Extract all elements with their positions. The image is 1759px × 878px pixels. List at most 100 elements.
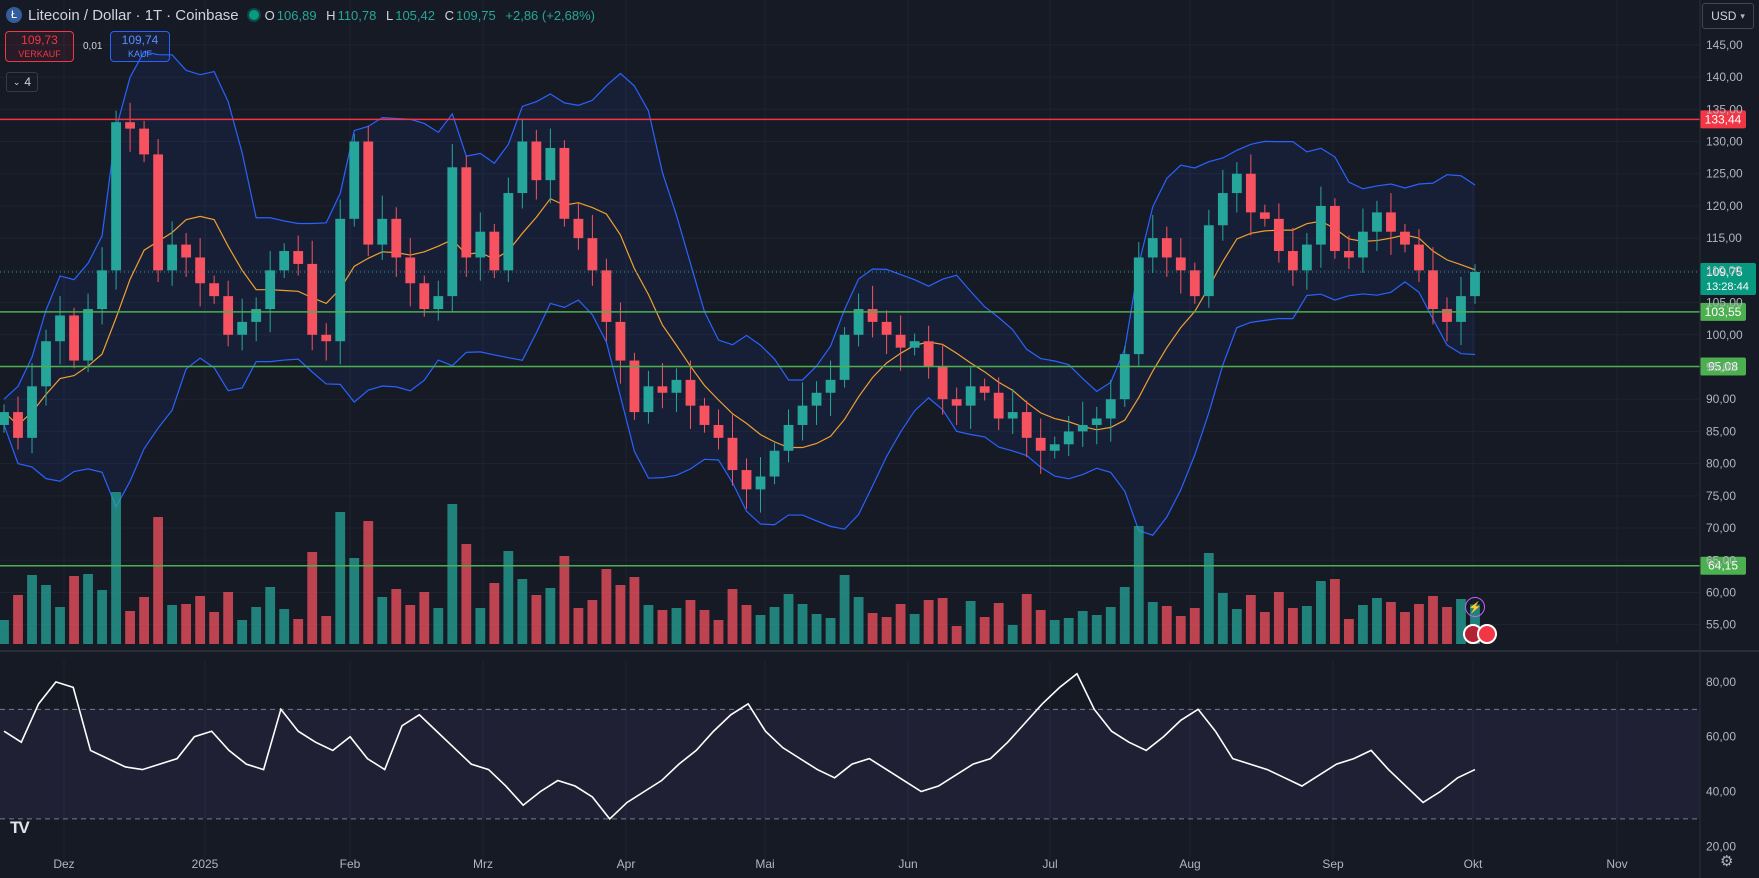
volume-bar (895, 604, 906, 644)
candle-body (1203, 225, 1214, 297)
volume-bar (1414, 604, 1424, 644)
horizontal-levels[interactable]: 133,44 103,55 95,08 64,15 109,75 13:28:44 (0, 110, 1756, 575)
candle-body (713, 424, 724, 438)
time-tick-label: Apr (617, 857, 636, 871)
volume-bar (307, 552, 318, 644)
candle-body (755, 476, 766, 490)
sell-price: 109,73 (21, 33, 58, 47)
currency-label: USD (1711, 9, 1737, 23)
volume-bar (1231, 609, 1242, 644)
price-tick-label: 90,00 (1706, 392, 1736, 406)
candle-body (41, 341, 51, 387)
time-tick-label: Nov (1606, 857, 1627, 871)
indicators-toggle[interactable]: ⌄ 4 (6, 72, 38, 92)
volume-bar (27, 575, 37, 644)
indicators-count: 4 (24, 75, 32, 89)
level-label: 95,08 (1708, 359, 1738, 373)
candle-body (475, 231, 486, 258)
candle-body (1049, 444, 1060, 451)
volume-bar (419, 592, 430, 644)
bollinger-upper (3, 51, 1476, 400)
candle-body (1077, 424, 1088, 432)
volume-bar (671, 608, 682, 644)
volume-bar (489, 583, 500, 644)
symbol-header[interactable]: Ł Litecoin / Dollar · 1T · Coinbase O 106… (6, 4, 601, 26)
volume-bar (545, 588, 556, 644)
volume-bar (363, 521, 374, 644)
candle-body (237, 321, 248, 335)
candle-body (1442, 309, 1452, 322)
candle-body (293, 251, 304, 264)
candle-body (195, 257, 206, 284)
price-tick-label: 55,00 (1706, 618, 1736, 632)
price-tick-label: 100,00 (1706, 328, 1743, 342)
volume-bar (111, 492, 121, 644)
gear-icon[interactable]: ⚙ (1720, 853, 1734, 870)
symbol-title[interactable]: Litecoin / Dollar · 1T · Coinbase (28, 6, 239, 24)
market-open-status-icon (248, 10, 259, 20)
volume-bar (1091, 615, 1102, 644)
volume-bar (979, 617, 990, 644)
tradingview-logo-icon[interactable]: TV (10, 818, 30, 837)
volume-bar (825, 618, 836, 644)
level-label: 133,44 (1705, 112, 1742, 126)
volume-bar (797, 604, 808, 644)
candle-body (1386, 212, 1396, 232)
candle-body (1358, 231, 1368, 258)
volume-bar (615, 585, 626, 644)
buy-button[interactable]: 109,74 KAUF (110, 31, 170, 62)
candle-body (825, 379, 836, 393)
rsi-line (3, 672, 1476, 821)
candle-body (13, 412, 23, 438)
volume-bar (1428, 596, 1438, 644)
candle-body (951, 399, 962, 406)
candle-body (615, 321, 626, 361)
level-label-box (1700, 556, 1746, 575)
volume-bar (1007, 625, 1018, 644)
candle-body (671, 379, 682, 393)
sell-button[interactable]: 109,73 VERKAUF (5, 31, 74, 62)
close-label: C (444, 7, 454, 23)
volume-bar (503, 551, 514, 644)
volume-bar (755, 615, 766, 644)
volume-bar (461, 544, 472, 644)
time-tick-label: Jun (898, 857, 917, 871)
current-price-box (1700, 262, 1756, 295)
volume-bar (475, 608, 486, 644)
volume-bar (517, 579, 528, 644)
candle-body (419, 283, 430, 310)
candle-body (279, 251, 290, 271)
chevron-down-icon: ⌄ (12, 76, 21, 87)
candle-body (307, 263, 318, 335)
event-marker-icon[interactable] (1477, 624, 1497, 644)
price-tick-label: 140,00 (1706, 70, 1743, 84)
price-tick-label: 95,00 (1706, 360, 1736, 374)
price-tick-label: 75,00 (1706, 489, 1736, 503)
lightning-icon[interactable]: ⚡ (1465, 597, 1485, 617)
rsi-tick-label: 40,00 (1706, 785, 1736, 799)
volume-bar (783, 594, 794, 644)
candle-body (1091, 418, 1102, 425)
volume-bar (811, 614, 822, 644)
countdown-label: 13:28:44 (1706, 281, 1749, 293)
candle-body (1063, 431, 1074, 445)
volume-bar (125, 611, 135, 644)
volume-bar (167, 605, 178, 644)
candle-body (405, 257, 416, 284)
price-tick-label: 80,00 (1706, 457, 1736, 471)
price-tick-label: 60,00 (1706, 585, 1736, 599)
low-value: 105,42 (395, 7, 435, 23)
candle-body (1400, 231, 1410, 245)
candle-body (1330, 205, 1340, 252)
volume-bar (1372, 598, 1382, 644)
candle-body (1470, 271, 1480, 297)
volume-bar (391, 589, 402, 644)
volume-bar (1133, 526, 1144, 644)
candle-body (433, 296, 444, 310)
currency-select[interactable]: USD ▾ (1702, 3, 1754, 29)
volume-bar (335, 512, 346, 644)
candle-body (1175, 257, 1186, 271)
high-value: 110,78 (337, 7, 377, 23)
